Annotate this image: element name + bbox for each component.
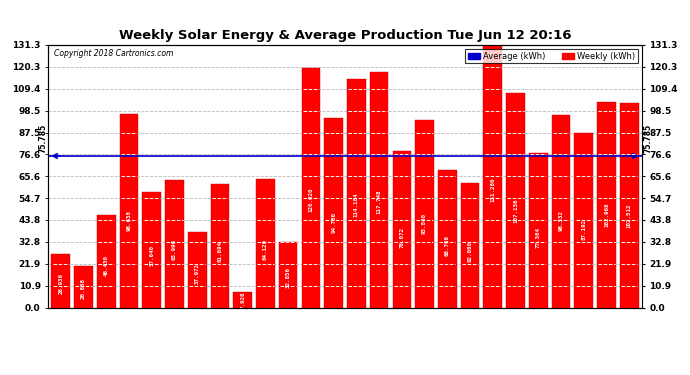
Text: 57.640: 57.640 xyxy=(149,245,155,266)
Text: 32.856: 32.856 xyxy=(286,267,290,288)
Text: 131.280: 131.280 xyxy=(491,177,495,202)
Bar xyxy=(529,153,548,308)
Bar xyxy=(256,179,275,308)
Text: 37.972: 37.972 xyxy=(195,263,199,284)
Text: Copyright 2018 Cartronics.com: Copyright 2018 Cartronics.com xyxy=(55,49,174,58)
Text: 107.136: 107.136 xyxy=(513,199,518,223)
Text: 63.996: 63.996 xyxy=(172,239,177,260)
Title: Weekly Solar Energy & Average Production Tue Jun 12 20:16: Weekly Solar Energy & Average Production… xyxy=(119,30,571,42)
Text: 26.936: 26.936 xyxy=(58,273,63,294)
Text: 75.785: 75.785 xyxy=(38,124,47,153)
Bar xyxy=(370,72,388,308)
Text: 68.768: 68.768 xyxy=(445,235,450,256)
Bar xyxy=(233,292,252,308)
Bar xyxy=(97,214,116,308)
Bar xyxy=(438,170,457,308)
Text: 93.840: 93.840 xyxy=(422,213,427,234)
Text: 61.694: 61.694 xyxy=(217,242,222,262)
Text: 102.512: 102.512 xyxy=(627,203,632,228)
Bar xyxy=(188,232,206,308)
Text: 64.120: 64.120 xyxy=(263,239,268,260)
Text: 87.192: 87.192 xyxy=(581,219,586,240)
Text: 20.838: 20.838 xyxy=(81,278,86,299)
Text: 96.332: 96.332 xyxy=(558,210,564,231)
Text: 114.184: 114.184 xyxy=(354,192,359,217)
Text: 102.968: 102.968 xyxy=(604,202,609,227)
Text: 62.080: 62.080 xyxy=(468,241,473,262)
Bar xyxy=(597,102,615,308)
Bar xyxy=(279,242,297,308)
Bar xyxy=(393,152,411,308)
Bar xyxy=(165,180,184,308)
Bar xyxy=(75,266,93,308)
Legend: Average (kWh), Weekly (kWh): Average (kWh), Weekly (kWh) xyxy=(465,49,638,63)
Text: 120.020: 120.020 xyxy=(308,187,313,212)
Bar xyxy=(210,184,229,308)
Bar xyxy=(347,79,366,308)
Bar xyxy=(620,102,638,308)
Text: 96.638: 96.638 xyxy=(126,210,132,231)
Bar xyxy=(119,114,138,308)
Text: 117.748: 117.748 xyxy=(377,189,382,214)
Bar xyxy=(302,68,320,308)
Bar xyxy=(506,93,525,308)
Bar xyxy=(484,45,502,308)
Bar xyxy=(52,254,70,308)
Bar xyxy=(415,120,434,308)
Bar xyxy=(574,133,593,308)
Text: 75.785: 75.785 xyxy=(644,124,653,153)
Text: 77.364: 77.364 xyxy=(535,227,541,248)
Text: 94.780: 94.780 xyxy=(331,212,336,233)
Text: 78.072: 78.072 xyxy=(400,227,404,248)
Text: 46.430: 46.430 xyxy=(104,255,109,276)
Bar xyxy=(142,192,161,308)
Bar xyxy=(552,115,571,308)
Bar xyxy=(324,118,343,308)
Text: 7.926: 7.926 xyxy=(240,292,245,309)
Bar xyxy=(461,183,480,308)
